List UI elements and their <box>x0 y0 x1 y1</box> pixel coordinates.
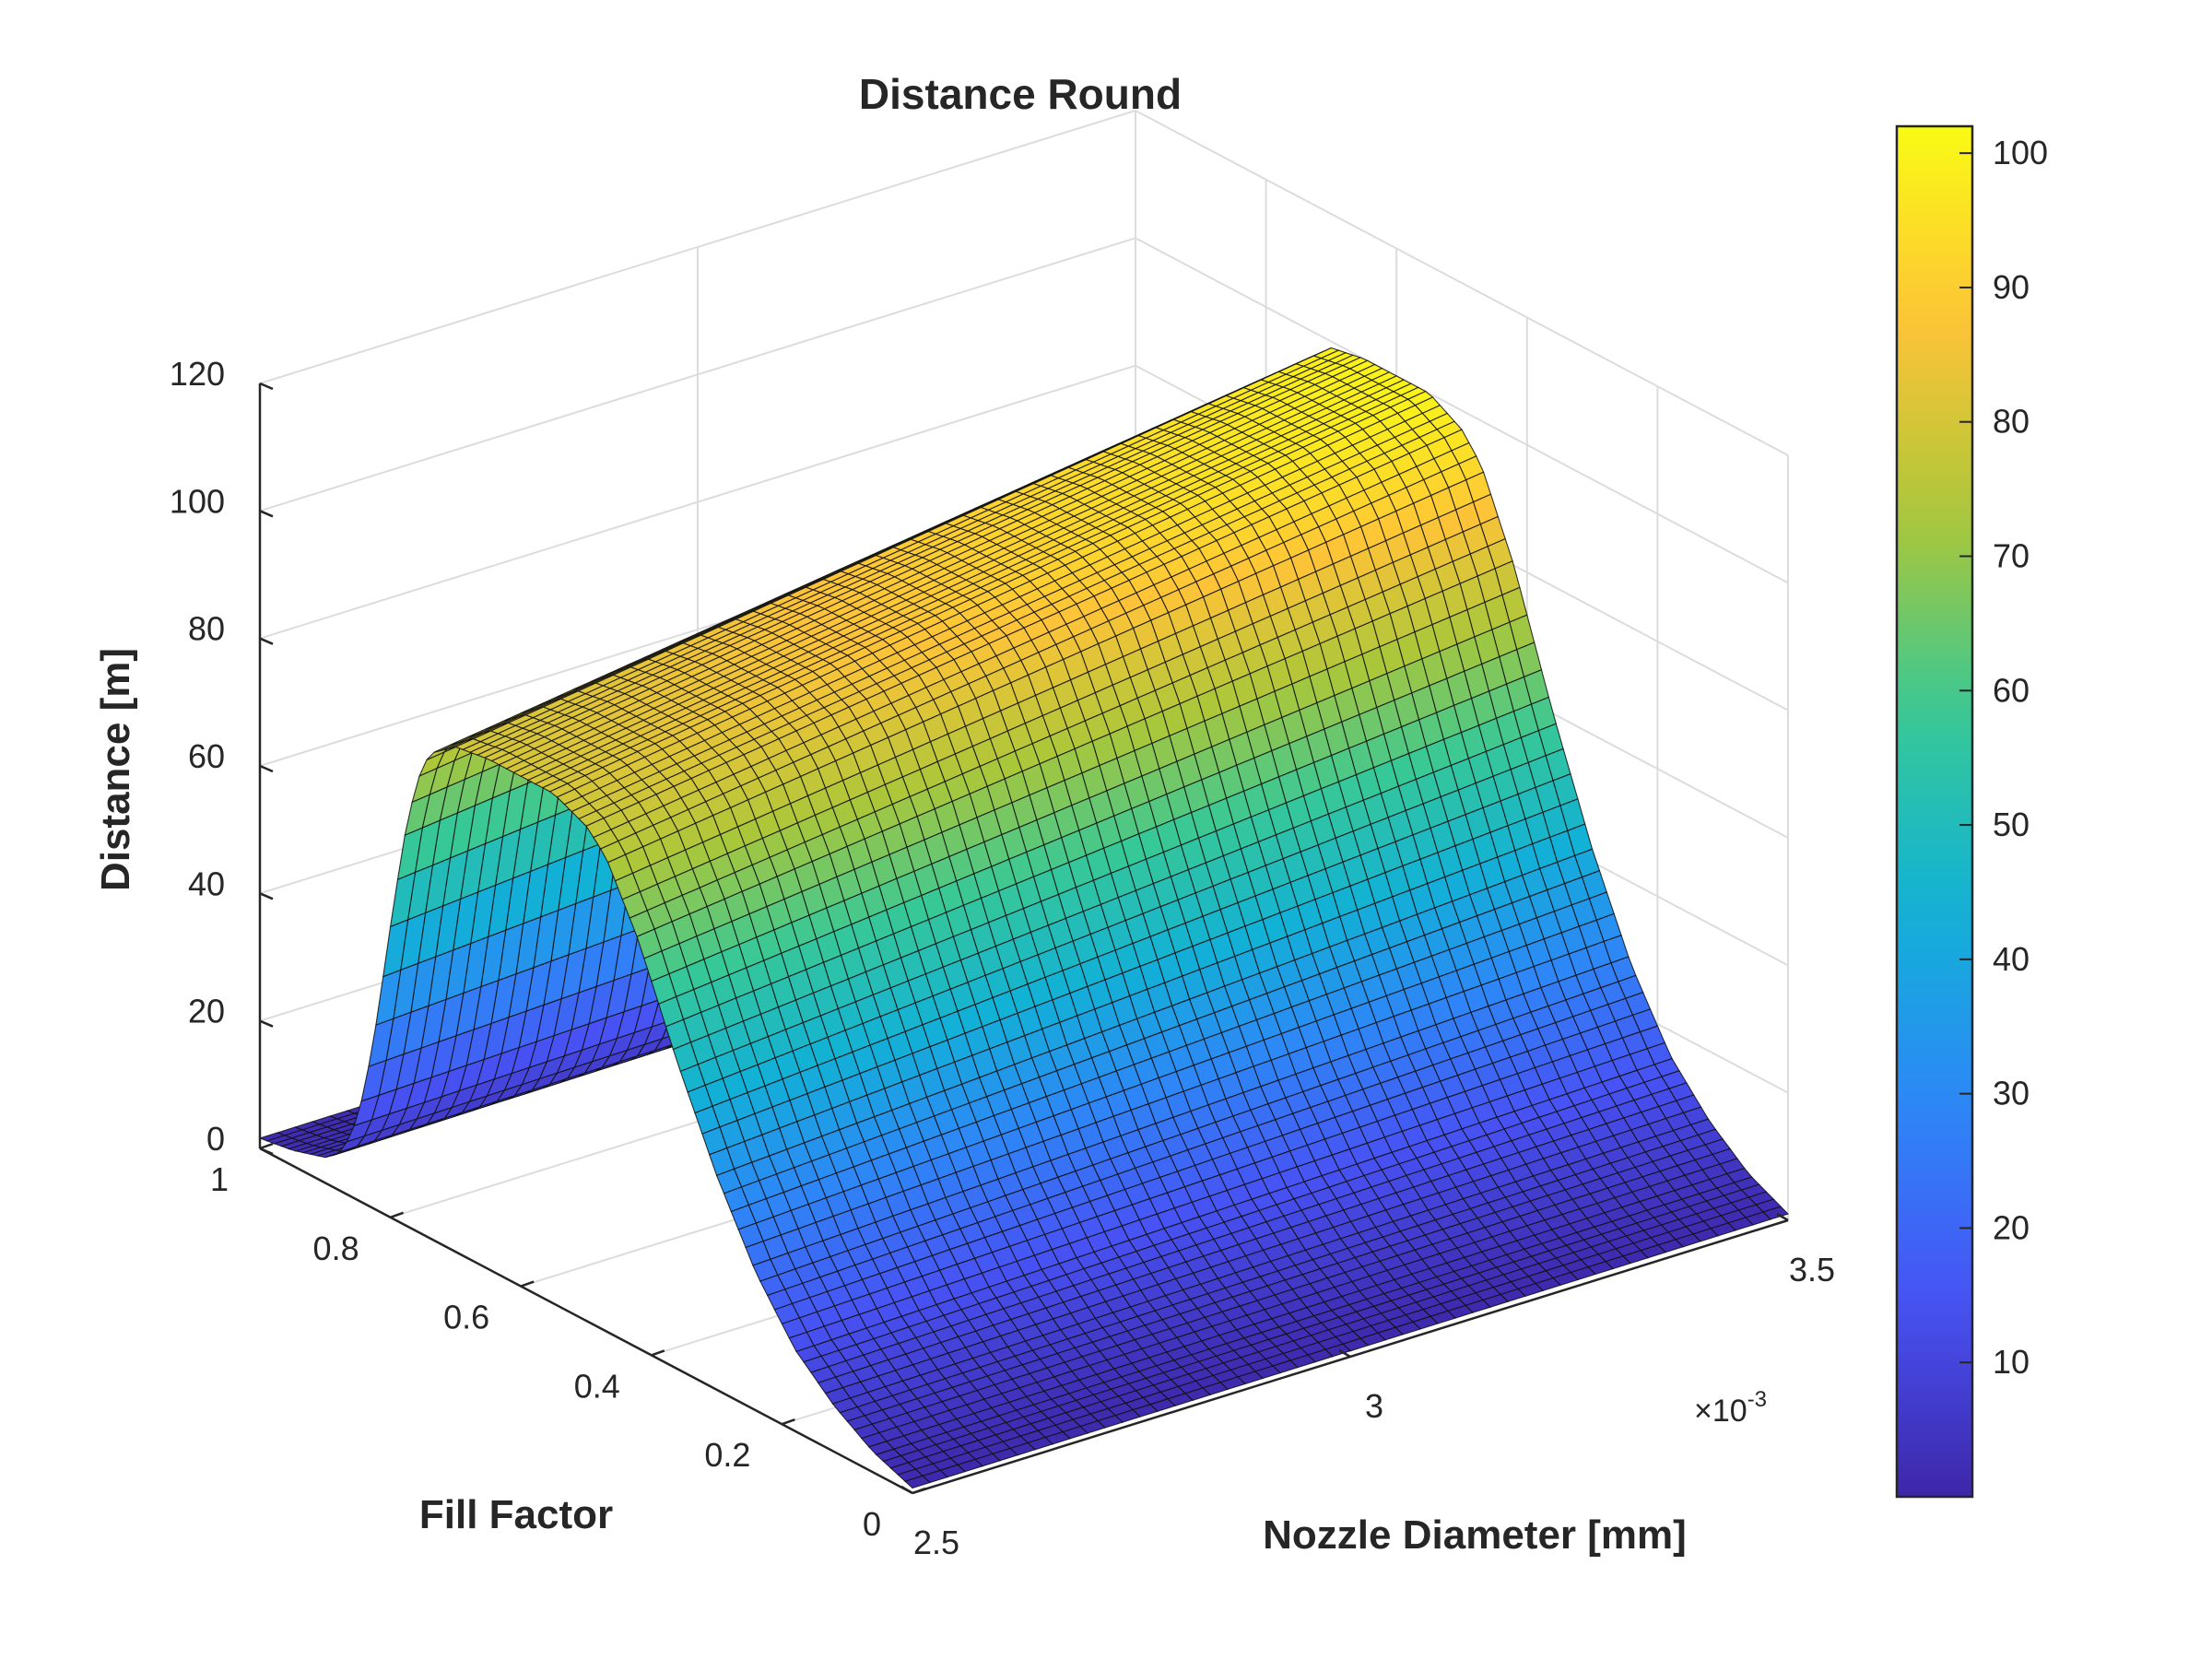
svg-text:×10-3: ×10-3 <box>1694 1387 1767 1429</box>
z-axis-title: Distance [m] <box>93 648 138 891</box>
y-tick <box>781 1418 795 1426</box>
colorbar-tick-label: 20 <box>1993 1208 2030 1246</box>
colorbar-tick-label: 80 <box>1993 403 2030 441</box>
x-axis-title: Nozzle Diameter [mm] <box>1263 1512 1687 1558</box>
z-tick-label: 80 <box>188 610 225 648</box>
colorbar-tick-label: 40 <box>1993 940 2030 978</box>
y-tick-label: 0.2 <box>704 1436 750 1474</box>
surface-mesh <box>258 347 1790 1489</box>
y-tick-label: 0.4 <box>574 1367 620 1405</box>
z-tick <box>259 510 274 518</box>
z-tick-label: 120 <box>170 355 225 393</box>
x-tick-label: 3 <box>1365 1387 1383 1425</box>
colorbar-tick-label: 50 <box>1993 806 2030 843</box>
x-tick <box>900 1485 913 1495</box>
colorbar-tick-label: 70 <box>1993 537 2030 575</box>
colorbar-tick-label: 90 <box>1993 268 2030 306</box>
y-tick <box>259 1142 274 1150</box>
z-tick <box>259 637 274 645</box>
z-tick-label: 0 <box>206 1120 225 1158</box>
y-axis-title: Fill Factor <box>419 1492 613 1537</box>
z-tick-label: 40 <box>188 865 225 902</box>
x-tick-label: 3.5 <box>1789 1251 1835 1288</box>
z-grid-line <box>259 109 1789 456</box>
y-tick-label: 1 <box>210 1160 229 1198</box>
y-tick <box>520 1280 535 1288</box>
z-tick <box>259 764 274 773</box>
y-tick-label: 0 <box>863 1505 881 1543</box>
colorbar-tick-label: 60 <box>1993 671 2030 709</box>
chart-title: Distance Round <box>859 70 1182 118</box>
y-tick <box>651 1349 665 1357</box>
colorbar-tick-label: 30 <box>1993 1075 2030 1112</box>
y-tick <box>390 1211 405 1218</box>
x-exponent-label: ×10-3 <box>1694 1387 1767 1429</box>
z-tick <box>259 1019 274 1028</box>
colorbar-tick-label: 10 <box>1993 1343 2030 1381</box>
colorbar: 10 20 30 40 50 60 70 80 90 100 <box>1895 124 2048 1499</box>
z-tick-label: 20 <box>188 993 225 1030</box>
colorbar-gradient <box>1895 124 1974 1499</box>
z-tick-label: 60 <box>188 737 225 775</box>
z-tick <box>259 892 274 900</box>
x-tick-label: 2.5 <box>913 1524 959 1561</box>
z-tick <box>259 382 274 391</box>
y-tick-label: 0.6 <box>443 1299 489 1336</box>
z-tick-label: 100 <box>170 482 225 520</box>
y-tick-label: 0.8 <box>313 1230 359 1267</box>
colorbar-tick-label: 100 <box>1993 134 2048 171</box>
